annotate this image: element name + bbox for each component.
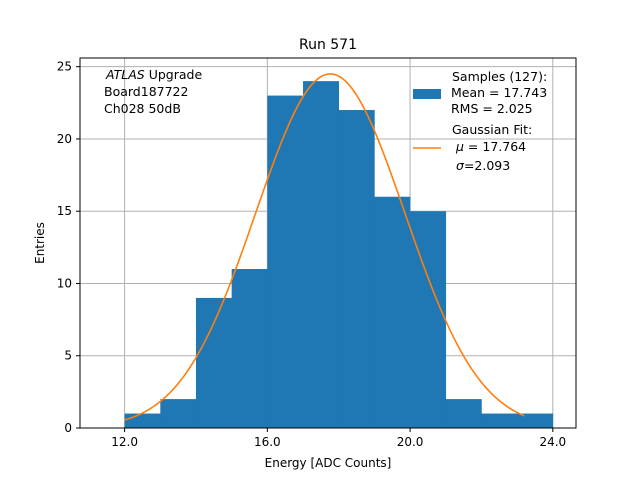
- histogram-bar: [303, 81, 340, 428]
- gaussian-fit: [124, 73, 525, 421]
- histogram-bar: [124, 413, 161, 428]
- x-axis-label: Energy [ADC Counts]: [265, 456, 392, 470]
- y-axis-ticks: 0 5 10 15 20 25: [57, 60, 80, 435]
- legend-fit-sigma: =2.093: [464, 158, 510, 173]
- histogram-bar: [445, 399, 482, 428]
- legend-fit-sigma-symbol: σ: [456, 158, 465, 173]
- y-tick-label: 0: [64, 421, 72, 435]
- histogram-bar: [160, 399, 197, 428]
- histogram-bar: [338, 110, 375, 428]
- legend-samples-swatch: [413, 89, 441, 99]
- x-tick-label: 20.0: [397, 435, 424, 449]
- y-tick-label: 20: [57, 132, 72, 146]
- histogram-bar: [231, 269, 268, 428]
- histogram-bar: [195, 297, 232, 428]
- plot-frame: [79, 57, 577, 429]
- x-tick-label: 24.0: [539, 435, 566, 449]
- legend-fit-mu: = 17.764: [464, 139, 526, 154]
- histogram-bar: [374, 196, 411, 428]
- legend: Samples (127): Mean = 17.743 RMS = 2.025…: [413, 69, 547, 173]
- histogram-bars: [124, 81, 554, 428]
- legend-fit-title: Gaussian Fit:: [452, 122, 532, 137]
- atlas-label: ATLAS: [105, 67, 145, 82]
- svg-text:ATLAS Upgrade: ATLAS Upgrade: [105, 67, 202, 82]
- svg-text:σ=2.093: σ=2.093: [456, 158, 510, 173]
- chart-title: Run 571: [299, 37, 357, 53]
- y-axis-label: Entries: [33, 222, 47, 264]
- histogram-bar: [267, 95, 304, 428]
- y-tick-label: 10: [57, 276, 72, 290]
- legend-samples-mean: Mean = 17.743: [451, 85, 547, 100]
- y-tick-label: 5: [64, 349, 72, 363]
- x-tick-label: 12.0: [111, 435, 138, 449]
- y-tick-label: 25: [57, 60, 72, 74]
- annotation-upgrade: Upgrade: [145, 67, 203, 82]
- legend-samples-title: Samples (127):: [452, 69, 547, 84]
- legend-fit-mu-symbol: μ: [455, 139, 464, 154]
- svg-text:μ = 17.764: μ = 17.764: [455, 139, 526, 154]
- y-tick-label: 15: [57, 204, 72, 218]
- gaussian-fit-curve: [124, 73, 525, 421]
- histogram-bar: [517, 413, 554, 428]
- x-tick-label: 16.0: [254, 435, 281, 449]
- histogram-bar: [410, 211, 447, 428]
- histogram-bar: [481, 413, 518, 428]
- x-axis-ticks: 12.0 16.0 20.0 24.0: [111, 428, 566, 449]
- annotation-board: Board187722: [104, 84, 188, 99]
- legend-samples-rms: RMS = 2.025: [451, 101, 533, 116]
- atlas-annotation: ATLAS Upgrade Board187722 Ch028 50dB: [104, 67, 202, 116]
- annotation-channel: Ch028 50dB: [104, 101, 181, 116]
